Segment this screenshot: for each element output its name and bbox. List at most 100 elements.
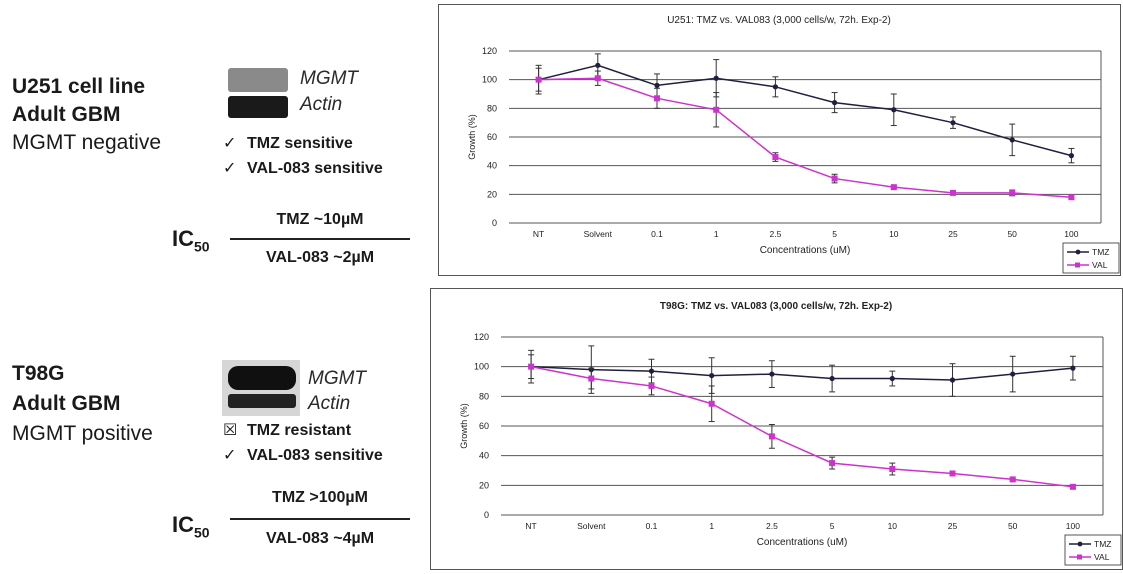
x-tick-label: 50 bbox=[1007, 229, 1017, 239]
data-point-val bbox=[713, 106, 720, 113]
ic50-val083: VAL-083 ~4µM bbox=[265, 530, 375, 547]
sensitivity-text: TMZ resistant bbox=[247, 422, 352, 439]
check-icon: ✓ bbox=[223, 135, 237, 152]
data-point-tmz bbox=[1010, 371, 1016, 377]
data-point-tmz bbox=[654, 82, 660, 88]
chart-title: T98G: TMZ vs. VAL083 (3,000 cells/w, 72h… bbox=[660, 301, 892, 312]
legend-label: VAL bbox=[1094, 552, 1110, 562]
legend-marker bbox=[1077, 554, 1082, 560]
y-tick-label: 20 bbox=[487, 189, 497, 199]
data-point-val bbox=[648, 382, 655, 389]
mgmt-status: MGMT positive bbox=[12, 422, 153, 445]
fraction-line bbox=[230, 238, 410, 240]
x-tick-label: 100 bbox=[1066, 521, 1080, 531]
ic50-subscript: 50 bbox=[194, 524, 210, 541]
y-tick-label: 0 bbox=[492, 218, 497, 228]
data-point-val bbox=[1068, 194, 1075, 201]
check-icon: ✓ bbox=[223, 160, 237, 177]
y-tick-label: 120 bbox=[474, 332, 489, 342]
data-point-val bbox=[528, 363, 535, 370]
data-point-tmz bbox=[648, 368, 655, 374]
data-point-val bbox=[594, 75, 601, 82]
x-tick-label: 5 bbox=[830, 521, 835, 531]
cell-type: Adult GBM bbox=[12, 103, 121, 126]
chart-title: U251: TMZ vs. VAL083 (3,000 cells/w, 72h… bbox=[667, 15, 891, 26]
data-point-tmz bbox=[949, 377, 956, 383]
x-tick-label: NT bbox=[533, 229, 544, 239]
x-tick-label: 100 bbox=[1064, 229, 1078, 239]
data-point-tmz bbox=[950, 120, 956, 126]
blot-label-mgmt: MGMT bbox=[300, 68, 359, 89]
x-tick-label: 25 bbox=[948, 229, 958, 239]
check-icon: ✓ bbox=[223, 447, 237, 464]
ic50-label: IC50 bbox=[172, 512, 210, 540]
t98g-growth-chart: T98G: TMZ vs. VAL083 (3,000 cells/w, 72h… bbox=[459, 301, 1122, 566]
data-point-tmz bbox=[769, 371, 775, 377]
data-point-val bbox=[829, 460, 836, 467]
sensitivity-item: ☒ TMZ resistant bbox=[223, 420, 351, 440]
x-tick-label: 2.5 bbox=[769, 229, 781, 239]
ic50-tmz: TMZ ~10µM bbox=[276, 211, 364, 228]
series-line-tmz bbox=[531, 365, 1073, 381]
actin-label-clip: Actin bbox=[300, 393, 405, 410]
ic50-val083: VAL-083 ~2µM bbox=[265, 249, 375, 266]
data-point-val bbox=[772, 154, 779, 161]
x-tick-label: 50 bbox=[1008, 521, 1018, 531]
fraction-line bbox=[230, 518, 410, 520]
x-tick-label: Solvent bbox=[577, 521, 606, 531]
data-point-val bbox=[654, 95, 660, 102]
x-axis-label: Concentrations (uM) bbox=[757, 537, 848, 548]
x-tick-label: 0.1 bbox=[651, 229, 663, 239]
ic50-text: IC bbox=[172, 512, 194, 537]
data-point-val bbox=[949, 470, 956, 477]
data-point-tmz bbox=[772, 84, 778, 90]
data-point-val bbox=[1009, 189, 1016, 196]
y-tick-label: 100 bbox=[474, 362, 489, 372]
y-tick-label: 80 bbox=[479, 391, 489, 401]
cell-type: Adult GBM bbox=[12, 392, 121, 415]
mgmt-blot-band bbox=[228, 68, 288, 92]
data-point-val bbox=[588, 375, 595, 382]
y-tick-label: 0 bbox=[484, 510, 489, 520]
legend-label: TMZ bbox=[1092, 247, 1109, 257]
u251-growth-chart: U251: TMZ vs. VAL083 (3,000 cells/w, 72h… bbox=[467, 15, 1120, 274]
data-point-val bbox=[708, 400, 715, 407]
y-tick-label: 120 bbox=[482, 46, 497, 56]
legend-label: TMZ bbox=[1094, 539, 1111, 549]
series-line-val bbox=[538, 77, 1072, 198]
x-box-icon: ☒ bbox=[223, 422, 238, 439]
series-line-tmz bbox=[538, 64, 1072, 157]
legend-marker bbox=[1075, 249, 1081, 255]
data-point-tmz bbox=[713, 75, 719, 81]
y-tick-label: 40 bbox=[487, 161, 497, 171]
data-point-val bbox=[768, 433, 775, 440]
actin-blot-band bbox=[228, 96, 288, 118]
data-point-tmz bbox=[1009, 137, 1015, 143]
x-tick-label: Solvent bbox=[584, 229, 613, 239]
y-tick-label: 80 bbox=[487, 103, 497, 113]
y-axis-label: Growth (%) bbox=[467, 114, 477, 160]
data-point-tmz bbox=[595, 62, 601, 68]
chart-t98g: T98G: TMZ vs. VAL083 (3,000 cells/w, 72h… bbox=[430, 288, 1123, 570]
cell-line-title: U251 cell line bbox=[12, 75, 146, 98]
legend-box bbox=[1064, 534, 1122, 566]
data-point-tmz bbox=[829, 375, 835, 382]
sensitivity-text: VAL-083 sensitive bbox=[247, 447, 383, 464]
data-point-tmz bbox=[832, 100, 838, 106]
data-point-tmz bbox=[1070, 365, 1076, 371]
blot-label-mgmt: MGMT bbox=[308, 368, 367, 389]
legend-marker bbox=[1075, 262, 1080, 268]
y-tick-label: 60 bbox=[487, 132, 497, 142]
x-tick-label: 10 bbox=[889, 229, 899, 239]
data-point-val bbox=[889, 466, 896, 473]
sensitivity-text: VAL-083 sensitive bbox=[247, 160, 383, 177]
data-point-tmz bbox=[889, 375, 895, 382]
y-tick-label: 100 bbox=[482, 75, 497, 85]
sensitivity-item: ✓ TMZ sensitive bbox=[223, 133, 353, 153]
y-tick-label: 60 bbox=[479, 421, 489, 431]
blot-label-actin: Actin bbox=[308, 393, 351, 410]
x-tick-label: 5 bbox=[832, 229, 837, 239]
blot-label-actin: Actin bbox=[300, 94, 343, 115]
cell-line-title: T98G bbox=[12, 362, 65, 385]
data-point-val bbox=[535, 76, 542, 83]
